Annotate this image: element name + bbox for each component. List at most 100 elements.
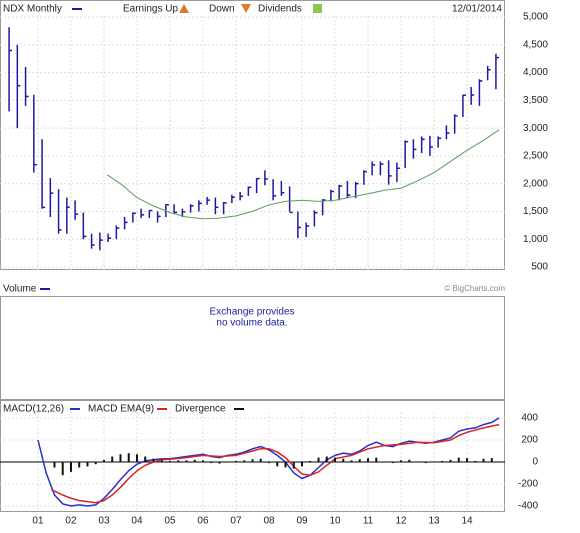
divergence-bar [424,462,427,464]
divergence-bar [490,458,493,462]
earnings-up-icon [179,4,189,13]
moving-average [107,129,500,220]
divergence-bar [474,460,477,462]
divergence-bar [342,458,345,462]
volume-panel [0,296,505,400]
date-label: 12/01/2014 [452,4,502,15]
message: no volume data. [216,318,287,329]
divergence-bar [168,460,171,462]
panel-title: Volume [3,284,37,295]
y-tick-label: 2,000 [523,178,548,189]
message: Exchange provides [209,307,294,318]
divergence-bar [259,458,262,462]
x-tick-label: 10 [329,516,341,527]
x-tick-label: 01 [32,516,44,527]
x-tick-label: 07 [230,516,242,527]
y-tick-label: 4,000 [523,67,548,78]
divergence-bar [86,462,89,467]
divergence-bar [193,459,196,462]
x-tick-label: 02 [65,516,77,527]
y-tick-label: 400 [521,413,538,424]
x-tick-label: 04 [131,516,143,527]
price-panel [0,0,505,270]
y-tick-label: 4,500 [523,39,548,50]
x-tick-label: 03 [98,516,110,527]
divergence-bar [135,454,138,462]
divergence-bar [160,460,163,462]
divergence-bar [457,457,460,462]
divergence-bar [127,453,130,462]
divergence-bar [391,462,394,464]
x-tick-label: 12 [395,516,407,527]
legend-label: Divergence [175,404,226,415]
divergence-bar [144,456,147,462]
y-tick-label: 3,500 [523,95,548,106]
series-name: NDX Monthly [3,4,62,15]
divergence-bar [102,459,105,462]
y-tick-label: 500 [531,262,548,273]
divergence-bar [375,457,378,462]
divergence-bar [210,462,213,464]
divergence-bar [78,462,81,468]
divergence-bar [111,456,114,462]
divergence-bar [433,461,436,462]
y-tick-label: 0 [532,457,538,468]
divergence-bar [416,461,419,462]
x-tick-label: 08 [263,516,275,527]
y-tick-label: 1,500 [523,206,548,217]
x-tick-label: 14 [461,516,473,527]
divergence-bar [292,462,295,469]
x-tick-label: 06 [197,516,209,527]
x-tick-label: 05 [164,516,176,527]
divergence-bar [350,460,353,462]
credit: © BigCharts.com [444,284,505,293]
divergence-bar [251,459,254,462]
divergence-bar [383,461,386,462]
x-tick-label: 09 [296,516,308,527]
x-tick-label: 13 [428,516,440,527]
event-label: Dividends [258,4,302,15]
divergence-bar [226,461,229,462]
divergence-bar [276,462,279,467]
y-tick-label: -200 [518,479,538,490]
divergence-bar [441,460,444,462]
divergence-bar [94,462,97,465]
divergence-bar [317,457,320,462]
legend-label: MACD EMA(9) [88,404,154,415]
divergence-bar [243,460,246,462]
divergence-bar [268,462,271,464]
divergence-bar [301,462,304,467]
divergence-bar [325,456,328,462]
x-tick-label: 11 [363,516,374,527]
macd-line [50,423,500,504]
divergence-bar [334,457,337,462]
event-label: Down [209,4,235,15]
divergence-bar [309,460,312,462]
divergence-bar [201,460,204,462]
y-tick-label: 2,500 [523,151,548,162]
divergence-bar [177,460,180,462]
divergence-bar [53,462,56,468]
y-tick-label: 3,000 [523,123,548,134]
divergence-bar [185,460,188,462]
divergence-bar [408,459,411,462]
divergence-bar [69,462,72,472]
y-tick-label: 200 [521,435,538,446]
divergence-bar [449,459,452,462]
earnings-down-icon [241,4,251,13]
divergence-bar [358,459,361,462]
divergence-bar [284,462,287,468]
divergence-bar [466,458,469,462]
divergence-bar [152,458,155,462]
event-label: Earnings Up [123,4,178,15]
macd-panel [0,400,505,512]
divergence-bar [61,462,64,476]
divergence-bar [234,460,237,462]
y-tick-label: -400 [518,501,538,512]
divergence-bar [367,458,370,462]
divergence-bar [218,462,221,464]
divergence-bar [482,458,485,462]
dividends-icon [313,4,322,13]
